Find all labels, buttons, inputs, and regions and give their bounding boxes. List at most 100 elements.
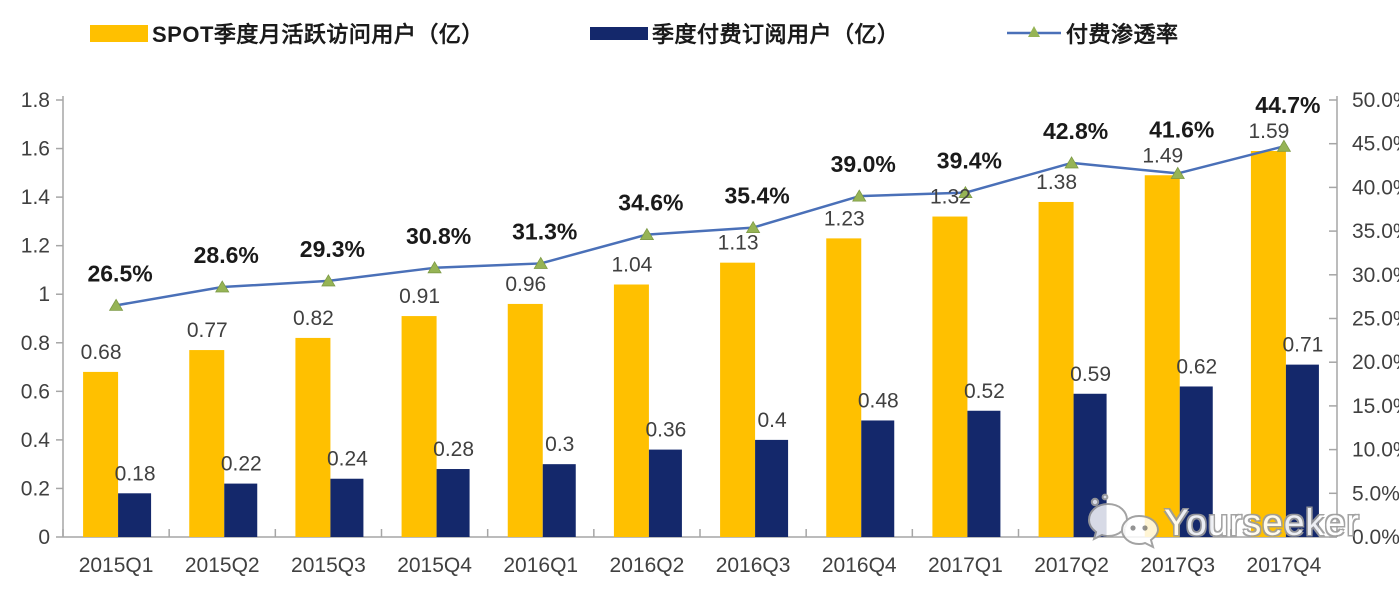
mau-value-label: 1.38 [1036,171,1077,194]
x-axis-category-label: 2016Q2 [610,554,685,577]
penetration-marker-2017Q2 [1064,156,1079,169]
penetration-pct-label: 35.4% [724,183,789,209]
x-axis-category-label: 2016Q3 [716,554,791,577]
mau-value-label: 1.59 [1248,120,1289,143]
left-axis-tick-label: 1.2 [21,235,50,258]
legend-item-spot-mau: SPOT季度月活跃访问用户（亿） [90,18,484,48]
legend-item-penetration: 付费渗透率 [1006,18,1179,48]
legend-line-marker-icon [1007,26,1061,37]
bar-subs-2015Q1 [118,493,152,537]
subs-value-label: 0.48 [858,389,899,412]
x-axis-category-label: 2015Q1 [79,554,154,577]
penetration-pct-label: 41.6% [1149,116,1214,142]
bar-mau-2017Q4 [1250,150,1286,537]
subs-value-label: 0.18 [115,462,156,485]
penetration-pct-label: 39.0% [831,151,896,177]
subs-value-label: 0.62 [1176,355,1217,378]
bar-subs-2016Q3 [755,439,789,537]
subs-value-label: 0.59 [1070,363,1111,386]
left-axis-tick-label: 1.6 [21,138,50,161]
mau-value-label: 0.68 [81,341,122,364]
mau-value-label: 0.77 [187,319,228,342]
mau-value-label: 1.23 [824,207,865,230]
left-axis-tick-label: 0.2 [21,477,50,500]
bar-mau-2015Q2 [189,350,225,537]
penetration-pct-label: 29.3% [300,236,365,262]
bar-subs-2017Q1 [967,410,1001,537]
penetration-marker-2017Q4 [1276,139,1292,152]
left-axis-tick-label: 1 [38,283,50,306]
right-axis-tick-label: 50.0% [1352,89,1399,112]
penetration-pct-label: 42.8% [1043,118,1108,144]
subs-value-label: 0.36 [645,419,686,442]
bar-subs-2015Q2 [224,483,258,537]
bar-subs-2017Q4 [1285,364,1319,537]
penetration-marker-2017Q3 [1170,166,1185,179]
mau-value-label: 1.32 [930,186,971,209]
subs-value-label: 0.3 [545,433,574,456]
x-axis-category-label: 2016Q4 [822,554,897,577]
x-axis-category-label: 2017Q1 [928,554,1003,577]
bar-mau-2017Q3 [1144,175,1180,537]
legend-label-subs: 季度付费订阅用户（亿） [652,22,900,47]
bar-subs-2015Q4 [436,469,470,537]
penetration-marker-2015Q2 [215,280,230,293]
penetration-marker-2016Q4 [852,189,867,202]
subs-value-label: 0.22 [221,453,262,476]
right-axis-tick-label: 20.0% [1352,351,1399,374]
legend-swatch-subs-bar [590,26,648,40]
bar-mau-2016Q3 [720,262,756,537]
penetration-pct-label: 39.4% [937,148,1002,174]
left-axis-tick-label: 0.4 [21,429,51,452]
right-axis-tick-label: 10.0% [1352,439,1399,462]
penetration-marker-2016Q2 [639,227,655,240]
legend-label-penetration: 付费渗透率 [1066,22,1179,47]
bar-mau-2016Q2 [613,284,649,537]
left-axis-tick-label: 0.8 [21,332,50,355]
right-axis-tick-label: 35.0% [1352,220,1399,243]
right-axis-tick-label: 30.0% [1352,264,1399,287]
subs-value-label: 0.4 [757,409,787,432]
bar-subs-2017Q3 [1179,386,1213,537]
bar-subs-2015Q3 [330,478,364,537]
bar-subs-2016Q2 [648,449,682,537]
penetration-marker-2015Q4 [427,261,442,274]
penetration-marker-2015Q1 [108,298,124,311]
bar-subs-2016Q1 [542,464,576,537]
right-axis-tick-label: 40.0% [1352,176,1399,199]
x-axis-category-label: 2017Q3 [1140,554,1215,577]
left-axis-tick-label: 0 [38,526,50,549]
subs-value-label: 0.52 [964,380,1005,403]
penetration-line [115,145,1285,307]
penetration-pct-label: 26.5% [87,260,152,286]
right-axis-tick-label: 45.0% [1352,133,1399,156]
mau-value-label: 1.49 [1142,144,1183,167]
penetration-marker-2016Q3 [745,220,761,234]
x-axis-category-label: 2017Q2 [1034,554,1109,577]
bar-mau-2015Q4 [401,316,437,537]
mau-value-label: 1.13 [718,232,759,255]
mau-value-label: 1.04 [611,254,652,277]
subs-value-label: 0.24 [327,448,368,471]
bar-mau-2015Q1 [83,371,119,537]
penetration-marker-2017Q1 [958,185,973,199]
left-axis-tick-label: 0.6 [21,380,50,403]
penetration-pct-label: 30.8% [406,223,471,249]
bar-mau-2015Q3 [295,337,331,537]
mau-value-label: 0.82 [293,307,334,330]
mau-value-label: 0.96 [505,273,546,296]
x-axis-category-label: 2015Q4 [397,554,472,577]
left-axis-tick-label: 1.8 [21,89,50,112]
bar-mau-2017Q1 [932,216,968,538]
bar-mau-2017Q2 [1038,201,1074,537]
x-axis-category-label: 2016Q1 [503,554,578,577]
mau-value-label: 0.91 [399,285,440,308]
x-axis-category-label: 2015Q3 [291,554,366,577]
legend-item-paid-subs: 季度付费订阅用户（亿） [590,18,900,48]
penetration-pct-label: 31.3% [512,218,577,244]
right-axis-tick-label: 0.0% [1352,526,1399,549]
x-axis-category-label: 2017Q4 [1247,554,1322,577]
penetration-pct-label: 44.7% [1255,92,1320,118]
